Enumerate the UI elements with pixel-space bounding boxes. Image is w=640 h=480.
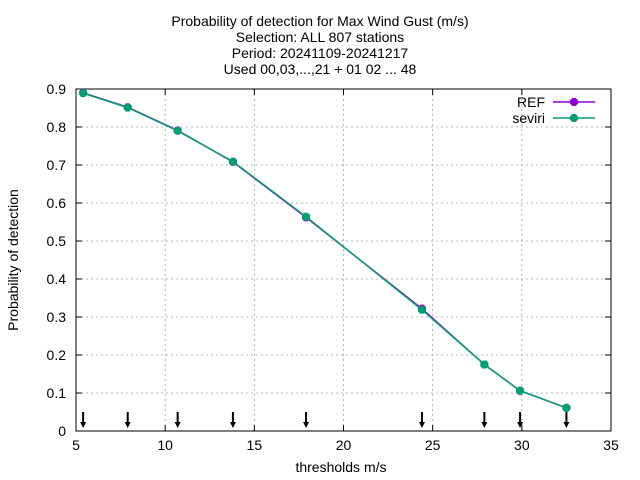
x-tick-label: 25	[425, 437, 441, 453]
threshold-arrow-head	[174, 422, 181, 428]
y-tick-label: 0.3	[47, 309, 67, 325]
legend-marker-seviri	[570, 114, 578, 122]
chart-title-line-1: Probability of detection for Max Wind Gu…	[171, 13, 469, 29]
data-point-seviri	[516, 386, 525, 395]
axes: 5 10 15 20 25 30 35 0 0.1 0.2 0.3 0.4 0.5 0.6 0.7 0.8 0.…	[47, 81, 619, 453]
y-tick-label: 0.4	[47, 271, 67, 287]
legend-marker-REF	[570, 98, 578, 106]
chart-title-line-3: Period: 20241109-20241217	[231, 45, 409, 61]
legend-label-seviri: seviri	[512, 110, 545, 126]
threshold-arrow-head	[229, 422, 236, 428]
series-seviri	[79, 89, 571, 412]
data-point-seviri	[480, 360, 489, 369]
y-axis-label: Probability of detection	[5, 189, 21, 331]
chart-title-line-4: Used 00,03,...,21 + 01 02 ... 48	[223, 61, 417, 77]
y-tick-label: 0.1	[47, 385, 67, 401]
y-tick-label: 0.8	[47, 119, 67, 135]
series-REF	[79, 88, 571, 412]
threshold-arrow-head	[303, 422, 310, 428]
data-series	[79, 88, 571, 412]
y-tick-label: 0.9	[47, 81, 67, 97]
x-tick-label: 30	[514, 437, 530, 453]
x-tick-label: 20	[336, 437, 352, 453]
chart-title-line-2: Selection: ALL 807 stations	[235, 29, 405, 45]
y-tick-label: 0.6	[47, 195, 67, 211]
data-point-seviri	[562, 403, 571, 412]
data-point-seviri	[79, 89, 88, 98]
legend-label-REF: REF	[517, 94, 545, 110]
threshold-markers	[80, 412, 570, 428]
threshold-arrow-head	[418, 422, 425, 428]
grid-lines	[76, 89, 611, 431]
data-point-seviri	[302, 212, 311, 221]
y-tick-label: 0	[58, 423, 66, 439]
data-point-seviri	[123, 103, 132, 112]
threshold-arrow-head	[563, 422, 570, 428]
series-line-REF	[82, 92, 567, 409]
data-point-seviri	[417, 305, 426, 314]
series-line-seviri	[82, 92, 567, 409]
data-point-seviri	[173, 126, 182, 135]
y-tick-label: 0.2	[47, 347, 67, 363]
threshold-arrow-head	[124, 422, 131, 428]
x-tick-label: 15	[247, 437, 263, 453]
threshold-arrow-head	[517, 422, 524, 428]
x-axis-label: thresholds m/s	[295, 459, 386, 475]
y-tick-label: 0.5	[47, 233, 67, 249]
threshold-arrow-head	[80, 422, 87, 428]
data-point-seviri	[228, 157, 237, 166]
x-tick-label: 5	[72, 437, 80, 453]
x-tick-label: 10	[157, 437, 173, 453]
y-tick-label: 0.7	[47, 157, 67, 173]
threshold-arrow-head	[481, 422, 488, 428]
x-tick-label: 35	[603, 437, 619, 453]
